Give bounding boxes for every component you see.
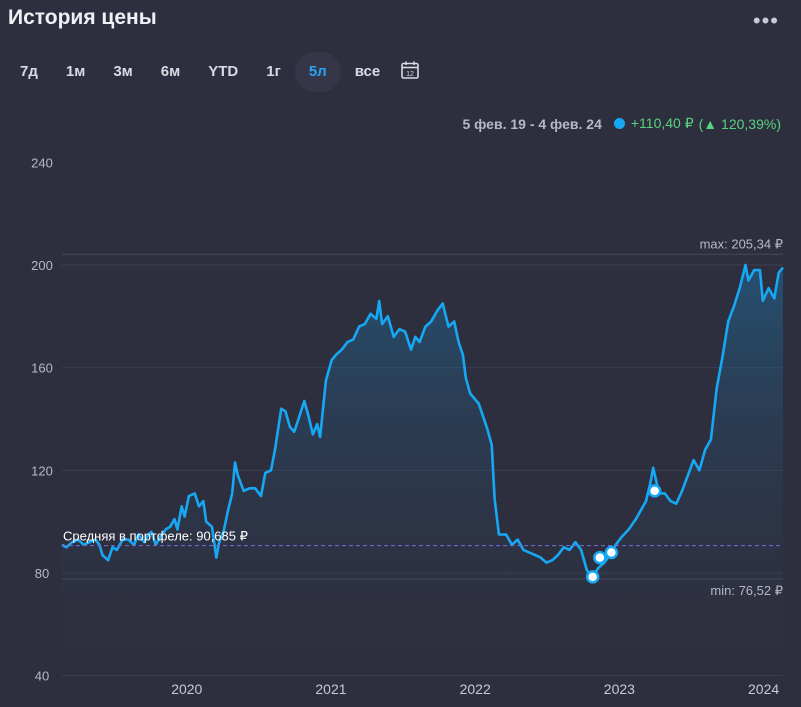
- range-all[interactable]: все: [354, 63, 381, 80]
- range-selector: 7д 1м 3м 6м YTD 1г 5л все 12: [6, 50, 420, 94]
- x-tick-label: 2024: [748, 681, 779, 697]
- max-price-label: max: 205,34 ₽: [700, 236, 783, 251]
- percent-value: 120,39%: [721, 115, 777, 132]
- price-change-percent: (▲ 120,39%): [699, 116, 781, 132]
- calendar-day: 12: [406, 70, 414, 77]
- y-tick-label: 40: [35, 669, 49, 684]
- range-1y[interactable]: 1г: [266, 63, 281, 80]
- min-price-label: min: 76,52 ₽: [710, 583, 783, 598]
- x-tick-label: 2022: [460, 681, 491, 697]
- period-range: 5 фев. 19 - 4 фев. 24: [462, 115, 602, 132]
- price-change-summary: 5 фев. 19 - 4 фев. 24 +110,40 ₽ (▲ 120,3…: [462, 115, 781, 132]
- y-tick-label: 80: [35, 566, 49, 581]
- transaction-marker: [585, 570, 600, 584]
- percent-open-paren: (: [698, 115, 704, 132]
- y-tick-label: 160: [31, 361, 53, 376]
- series-dot-icon: [613, 118, 625, 129]
- transaction-marker: [593, 550, 607, 565]
- range-7d[interactable]: 7д: [20, 63, 38, 80]
- price-line: [61, 263, 784, 579]
- x-tick-label: 2020: [171, 681, 202, 697]
- page-title: История цены: [8, 6, 157, 29]
- y-tick-label: 240: [31, 155, 53, 170]
- transaction-marker: [604, 545, 619, 560]
- up-arrow-icon: ▲: [703, 115, 718, 132]
- y-tick-label: 120: [31, 463, 53, 478]
- price-area: [62, 265, 783, 676]
- y-tick-label: 200: [31, 258, 53, 273]
- price-change: +110,40 ₽: [630, 115, 694, 131]
- range-ytd[interactable]: YTD: [208, 63, 239, 80]
- x-tick-label: 2021: [315, 681, 346, 697]
- range-3m[interactable]: 3м: [113, 63, 133, 80]
- range-5y[interactable]: 5л: [294, 52, 341, 92]
- range-6m[interactable]: 6м: [160, 63, 181, 80]
- range-1m[interactable]: 1м: [65, 63, 86, 80]
- more-dots-icon[interactable]: •••: [752, 8, 779, 33]
- calendar-icon[interactable]: 12: [400, 60, 420, 85]
- x-tick-label: 2023: [604, 681, 635, 697]
- average-price-label: Средняя в портфеле: 90,685 ₽: [63, 529, 248, 544]
- transaction-marker: [647, 484, 662, 498]
- percent-close-paren: ): [776, 115, 781, 132]
